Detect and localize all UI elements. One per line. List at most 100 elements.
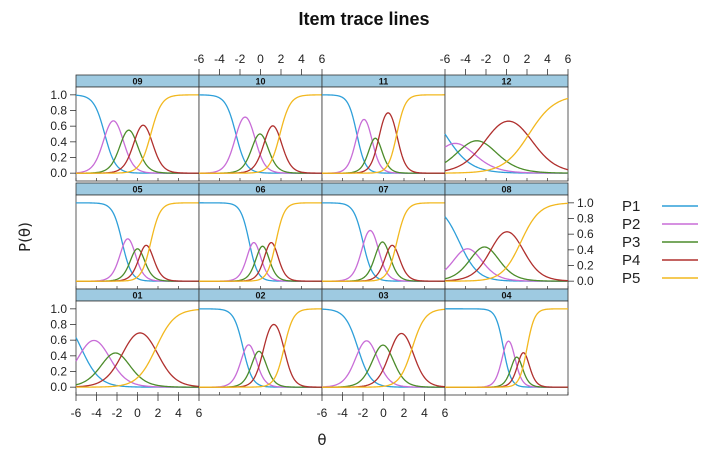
panel-11: 11 [321,74,446,182]
x-tick-label: 0 [257,52,264,66]
panel-09: 09 [75,74,200,182]
panel-02: 02 [198,288,323,396]
panel-strip-label: 07 [378,185,388,195]
x-tick-label: -4 [214,52,225,66]
panel-12: 12 [444,74,569,182]
x-tick-label: -6 [71,406,82,420]
panel-strip-label: 12 [501,77,511,87]
legend-label-p1: P1 [622,198,640,215]
panel-strip-label: 10 [255,77,265,87]
series-line-p5 [199,308,322,388]
x-tick-label: -2 [235,52,246,66]
y-tick-label: 0.6 [577,227,594,241]
y-tick-label: 0.8 [577,212,594,226]
x-tick-label: 4 [421,406,428,420]
panel-plot-area [75,300,200,396]
series-line-p3 [75,352,200,388]
x-tick-label: -4 [337,406,348,420]
panel-plot-area [321,300,446,396]
panel-03: 03 [321,288,446,396]
x-tick-label: 2 [524,52,531,66]
y-tick-label: 1.0 [50,302,67,316]
x-tick-label: -6 [440,52,451,66]
x-axis-label: θ [317,431,326,449]
x-tick-label: 4 [544,52,551,66]
panel-plot-area [321,86,446,182]
x-tick-label: 0 [134,406,141,420]
x-tick-label: 2 [155,406,162,420]
panel-plot-area [444,86,569,182]
y-tick-label: 0.2 [50,151,67,165]
panel-plot-area [198,300,323,396]
legend-label-p2: P2 [622,216,640,233]
panel-10: 10 [198,74,323,182]
panel-strip-label: 06 [255,185,265,195]
panel-05: 05 [75,182,200,290]
x-tick-label: 4 [175,406,182,420]
series-line-p4 [75,332,200,388]
panel-01: 01 [75,288,200,396]
y-tick-label: 0.4 [50,349,67,363]
panel-06: 06 [198,182,323,290]
x-tick-label: -6 [194,52,205,66]
y-tick-label: 0.6 [50,119,67,133]
panel-strip-label: 11 [379,77,389,87]
x-tick-label: 0 [380,406,387,420]
series-line-p5 [445,308,569,388]
panel-strip-label: 04 [501,291,511,301]
chart-title: Item trace lines [298,9,429,29]
legend-label-p5: P5 [622,270,640,287]
panel-plot-area [75,194,200,290]
x-tick-label: 6 [196,406,203,420]
axes-ticks: -6 -4 -2 0 2 4 6 -6 -4 -2 0 2 4 6-6 -4 -2 0 2 4 6 -6 -4 -2 0 2 4 6… [50,52,594,420]
y-tick-label: 0.0 [577,274,594,288]
series-line-p4 [444,120,569,172]
panel-07: 07 [321,182,446,290]
x-tick-label: 2 [278,52,285,66]
panel-strip-label: 03 [378,291,388,301]
panel-strip-label: 02 [255,291,265,301]
legend-label-p3: P3 [622,234,640,251]
y-tick-label: 0.2 [577,259,594,273]
series-line-p5 [445,202,569,282]
y-tick-label: 0.2 [50,365,67,379]
y-tick-label: 0.0 [50,380,67,394]
x-tick-label: 4 [298,52,305,66]
panel-04: 04 [444,288,569,396]
y-tick-label: 0.6 [50,333,67,347]
y-tick-label: 0.4 [50,135,67,149]
series-line-p5 [76,308,200,388]
panel-plot-area [198,194,323,290]
x-tick-label: 6 [442,406,449,420]
y-tick-label: 0.8 [50,104,67,118]
panel-strip-label: 01 [132,291,142,301]
y-tick-label: 1.0 [50,88,67,102]
panel-strip-label: 05 [132,185,142,195]
x-tick-label: -4 [91,406,102,420]
x-tick-label: -2 [481,52,492,66]
y-tick-label: 0.8 [50,318,67,332]
panel-08: 08 [444,182,569,290]
series-line-p5 [322,308,446,388]
legend-label-p4: P4 [622,252,640,269]
panel-grid: 09 10 11 12 05 06 07 08 01 02 03 04 [75,74,569,396]
panel-plot-area [444,300,569,396]
series-line-p5 [76,202,199,282]
panel-plot-area [444,194,569,290]
x-tick-label: -2 [358,406,369,420]
series-line-p5 [76,94,200,174]
x-tick-label: 6 [565,52,572,66]
series-line-p5 [444,97,569,174]
y-tick-label: 1.0 [577,196,594,210]
x-tick-label: -4 [460,52,471,66]
x-tick-label: -2 [112,406,123,420]
panel-strip-label: 08 [501,185,511,195]
x-tick-label: -6 [317,406,328,420]
x-tick-label: 6 [319,52,326,66]
y-axis-label: P(θ) [16,222,34,252]
series-line-p4 [444,231,569,282]
series-line-p5 [322,202,445,282]
series-line-p5 [199,94,323,174]
